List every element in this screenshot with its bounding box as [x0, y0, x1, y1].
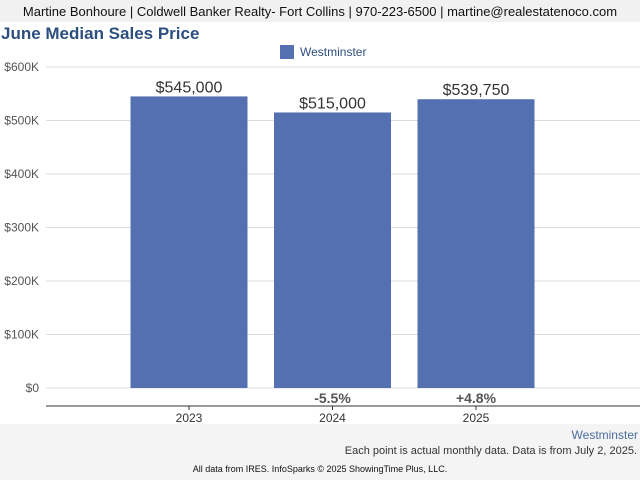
bar-chart: $0 $100K $200K $300K $400K $500K $600K $545,000… [4, 60, 640, 424]
y-tick-label: $0 [26, 381, 40, 395]
y-tick-label: $400K [4, 167, 39, 181]
x-tick-label: 2024 [319, 411, 346, 424]
y-tick-label: $500K [4, 114, 39, 128]
footer-data-note: Each point is actual monthly data. Data … [344, 445, 637, 457]
y-tick-label: $600K [4, 60, 39, 74]
chart-title: June Median Sales Price [1, 24, 200, 43]
contact-info-text: Martine Bonhoure | Coldwell Banker Realt… [22, 3, 618, 19]
bar-change-label: +4.8% [456, 390, 497, 406]
legend-label-westminster: Westminster [300, 45, 367, 59]
chart-legend[interactable]: Westminster [280, 45, 366, 59]
y-tick-label: $100K [4, 328, 39, 342]
y-tick-label: $200K [4, 274, 39, 288]
bar-change-label: -5.5% [314, 390, 351, 406]
bar-value-label: $515,000 [299, 95, 366, 112]
bar-2023 [130, 96, 248, 389]
y-tick-label: $300K [4, 221, 39, 235]
footer-credit: All data from IRES. InfoSparks © 2025 Sh… [192, 464, 448, 474]
footer-area [0, 424, 640, 480]
x-tick-label: 2025 [463, 411, 490, 424]
footer-series-label: Westminster [571, 428, 638, 442]
bar-2024 [274, 112, 391, 388]
legend-swatch-westminster [280, 45, 294, 59]
x-tick-label: 2023 [176, 411, 203, 424]
bar-value-label: $539,750 [443, 82, 510, 99]
bar-2025 [417, 99, 535, 388]
bar-value-label: $545,000 [156, 79, 223, 96]
contact-header-bar: Martine Bonhoure | Coldwell Banker Realt… [0, 0, 640, 22]
